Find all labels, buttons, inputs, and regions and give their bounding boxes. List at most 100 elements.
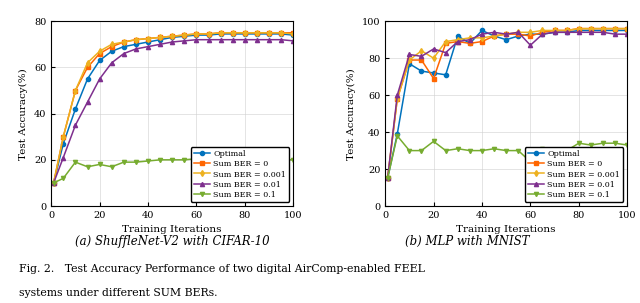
Sum BER = 0.01 [442,51,449,55]
Sum BER = 0.01 [515,31,522,34]
Sum BER = 0.001 [84,61,92,65]
Line: Sum BER = 0.001: Sum BER = 0.001 [385,27,629,180]
Sum BER = 0 [539,31,547,34]
Line: Sum BER = 0.01: Sum BER = 0.01 [52,38,295,185]
Sum BER = 0.01 [587,31,595,34]
Sum BER = 0 [120,40,127,44]
Sum BER = 0.001 [108,42,116,46]
Sum BER = 0.01 [241,38,249,42]
Y-axis label: Test Accuracy(%): Test Accuracy(%) [19,68,28,159]
Sum BER = 0 [96,52,104,55]
Sum BER = 0 [406,58,413,62]
Sum BER = 0.01 [156,42,164,46]
Sum BER = 0.001 [454,38,461,42]
Sum BER = 0 [241,31,249,35]
Sum BER = 0 [502,32,510,36]
Optimal [539,32,547,36]
Optimal [265,32,273,36]
Sum BER = 0.01 [599,31,607,34]
Sum BER = 0.001 [60,135,67,138]
Sum BER = 0.01 [454,40,461,43]
Sum BER = 0 [205,32,212,36]
Y-axis label: Test Accuracy(%): Test Accuracy(%) [347,68,356,159]
Sum BER = 0 [418,58,426,62]
Line: Sum BER = 0.001: Sum BER = 0.001 [52,31,295,185]
Sum BER = 0.1 [84,165,92,168]
Sum BER = 0.01 [394,93,401,97]
Sum BER = 0.001 [466,36,474,40]
Line: Sum BER = 0.1: Sum BER = 0.1 [385,134,629,180]
Sum BER = 0.1 [502,149,510,152]
Sum BER = 0.001 [156,35,164,39]
Text: (b) MLP with MNIST: (b) MLP with MNIST [405,235,529,248]
Sum BER = 0.1 [384,176,392,180]
Sum BER = 0 [60,135,67,138]
Sum BER = 0.1 [490,147,498,151]
Text: Fig. 2.   Test Accuracy Performance of two digital AirComp-enabled FEEL: Fig. 2. Test Accuracy Performance of two… [19,264,425,274]
Optimal [429,71,437,75]
Sum BER = 0.1 [72,160,79,164]
Optimal [180,35,188,38]
Sum BER = 0.1 [132,160,140,164]
Sum BER = 0.001 [442,40,449,43]
Sum BER = 0.1 [229,158,237,162]
Sum BER = 0.01 [575,31,582,34]
Sum BER = 0.001 [180,33,188,37]
Legend: Optimal, Sum BER = 0, Sum BER = 0.001, Sum BER = 0.01, Sum BER = 0.1: Optimal, Sum BER = 0, Sum BER = 0.001, S… [525,147,623,202]
Sum BER = 0.001 [515,31,522,34]
Text: (a) ShuffleNet-V2 with CIFAR-10: (a) ShuffleNet-V2 with CIFAR-10 [76,235,270,248]
Sum BER = 0.001 [551,29,559,32]
Sum BER = 0.1 [156,158,164,162]
Optimal [84,77,92,81]
Optimal [289,33,297,37]
Optimal [72,107,79,111]
Sum BER = 0.1 [551,149,559,152]
Optimal [241,32,249,36]
Sum BER = 0.1 [96,163,104,166]
Sum BER = 0 [587,27,595,30]
Sum BER = 0.001 [217,31,225,35]
X-axis label: Training Iterations: Training Iterations [122,225,222,235]
Sum BER = 0.001 [144,37,152,40]
Sum BER = 0.01 [217,38,225,42]
Optimal [466,42,474,45]
Sum BER = 0 [217,31,225,35]
Sum BER = 0.001 [168,35,176,38]
Sum BER = 0.001 [502,32,510,36]
Sum BER = 0 [527,34,534,38]
Sum BER = 0 [611,27,619,30]
Sum BER = 0 [515,32,522,36]
Sum BER = 0 [144,37,152,40]
Sum BER = 0.1 [478,149,486,152]
Sum BER = 0.1 [539,147,547,151]
Sum BER = 0.1 [205,158,212,162]
Sum BER = 0.1 [515,149,522,152]
Sum BER = 0 [229,31,237,35]
Optimal [575,29,582,32]
Sum BER = 0.1 [418,149,426,152]
Line: Sum BER = 0: Sum BER = 0 [52,31,295,185]
Sum BER = 0.1 [611,142,619,145]
Sum BER = 0 [575,27,582,30]
Optimal [229,32,237,36]
Optimal [418,69,426,73]
Optimal [193,33,200,37]
Sum BER = 0.001 [253,31,260,35]
Optimal [108,49,116,53]
Optimal [205,33,212,37]
Sum BER = 0.1 [599,142,607,145]
Sum BER = 0.01 [253,38,260,42]
Sum BER = 0 [563,29,570,32]
Sum BER = 0.1 [241,158,249,162]
Sum BER = 0.001 [96,49,104,53]
Sum BER = 0 [108,45,116,48]
Sum BER = 0.1 [180,158,188,162]
Sum BER = 0.001 [623,27,631,30]
Sum BER = 0 [490,34,498,38]
Sum BER = 0 [72,89,79,92]
Sum BER = 0.01 [551,31,559,34]
Optimal [277,32,285,36]
Sum BER = 0.01 [132,47,140,51]
Sum BER = 0.001 [193,32,200,36]
Sum BER = 0.01 [180,39,188,43]
